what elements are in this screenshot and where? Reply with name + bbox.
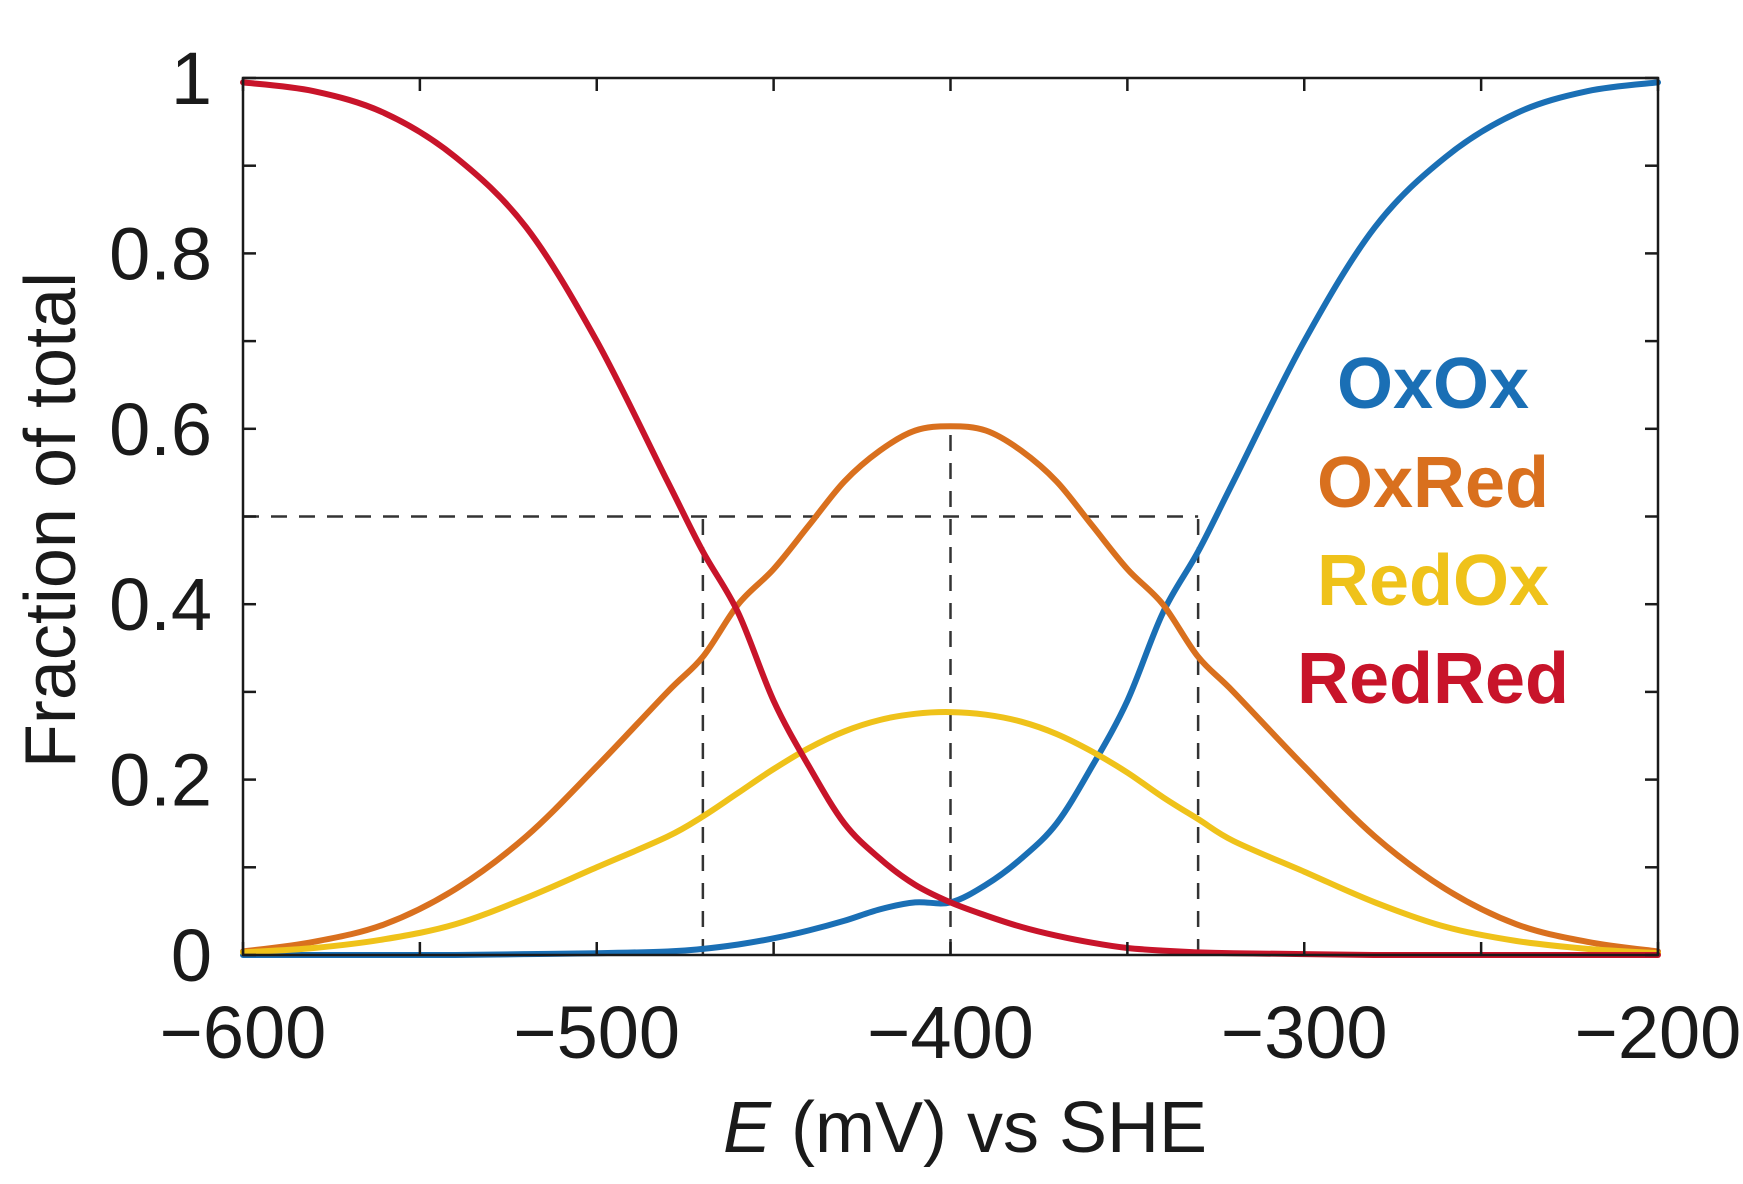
legend: OxOx OxRed RedOx RedRed	[1297, 344, 1569, 719]
x-axis-variable: E	[723, 1088, 772, 1168]
y-tick-label: 0.6	[109, 388, 212, 471]
x-tick-label: −300	[1221, 991, 1388, 1074]
x-tick-label: −200	[1575, 991, 1742, 1074]
x-tick-label: −600	[160, 991, 327, 1074]
y-tick-label: 0.2	[109, 739, 212, 822]
reference-lines	[243, 426, 1200, 955]
y-axis-title: Fraction of total	[11, 272, 91, 768]
series-line-oxox	[240, 79, 1661, 959]
y-tick-label: 0.4	[109, 563, 212, 646]
x-axis-units: (mV) vs SHE	[771, 1088, 1207, 1168]
y-tick-label: 1	[171, 37, 212, 120]
x-tick-label: −400	[867, 991, 1034, 1074]
legend-item-redred: RedRed	[1297, 639, 1569, 719]
axes	[241, 76, 1660, 957]
y-tick-label: 0	[171, 914, 212, 997]
legend-item-oxred: OxRed	[1317, 443, 1549, 523]
y-tick-label: 0.8	[109, 212, 212, 295]
tick-labels: −600 −500 −400 −300 −200 0 0.2 0.4 0.6 0.8 1	[109, 37, 1741, 1074]
series-line-oxred	[240, 423, 1661, 955]
series-line-redox	[240, 709, 1661, 957]
x-axis-title: E (mV) vs SHE	[723, 1088, 1207, 1168]
x-tick-label: −500	[513, 991, 680, 1074]
legend-item-oxox: OxOx	[1337, 344, 1529, 424]
legend-item-redox: RedOx	[1317, 541, 1549, 621]
